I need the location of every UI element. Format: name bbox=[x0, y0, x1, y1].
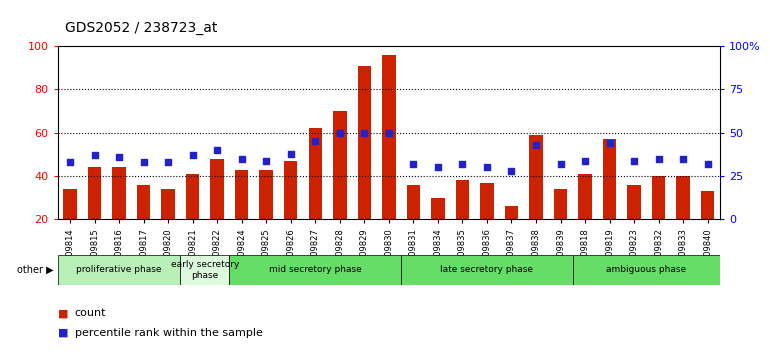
Bar bbox=[284, 161, 297, 219]
Bar bbox=[333, 111, 347, 219]
Text: GDS2052 / 238723_at: GDS2052 / 238723_at bbox=[65, 21, 218, 35]
Bar bbox=[162, 189, 175, 219]
Bar bbox=[456, 181, 469, 219]
Bar bbox=[229, 255, 401, 285]
Point bbox=[89, 153, 101, 158]
Point bbox=[554, 161, 567, 167]
Point bbox=[211, 147, 223, 153]
Point bbox=[236, 156, 248, 161]
Bar bbox=[137, 185, 150, 219]
Point bbox=[628, 158, 641, 163]
Bar bbox=[309, 129, 322, 219]
Text: late secretory phase: late secretory phase bbox=[440, 266, 534, 274]
Point bbox=[432, 165, 444, 170]
Text: count: count bbox=[75, 308, 106, 318]
Bar bbox=[554, 189, 567, 219]
Point bbox=[579, 158, 591, 163]
Bar bbox=[603, 139, 616, 219]
Bar bbox=[259, 170, 273, 219]
Point bbox=[505, 168, 517, 174]
Bar bbox=[628, 185, 641, 219]
Bar bbox=[63, 189, 77, 219]
Point bbox=[407, 161, 420, 167]
Text: other ▶: other ▶ bbox=[17, 265, 54, 275]
Point bbox=[309, 138, 321, 144]
Bar bbox=[505, 206, 518, 219]
Text: ambiguous phase: ambiguous phase bbox=[606, 266, 686, 274]
Bar bbox=[357, 65, 371, 219]
Point bbox=[383, 130, 395, 136]
Point bbox=[480, 165, 493, 170]
Point bbox=[64, 159, 76, 165]
Bar bbox=[652, 176, 665, 219]
Point bbox=[162, 159, 174, 165]
Text: ■: ■ bbox=[58, 308, 69, 318]
Text: ■: ■ bbox=[58, 328, 69, 338]
Bar bbox=[382, 55, 396, 219]
Point bbox=[604, 140, 616, 146]
Bar bbox=[407, 185, 420, 219]
Bar bbox=[180, 255, 229, 285]
Point bbox=[285, 151, 297, 156]
Bar bbox=[676, 176, 690, 219]
Point bbox=[457, 161, 469, 167]
Point bbox=[260, 158, 273, 163]
Bar bbox=[112, 167, 126, 219]
Point bbox=[113, 154, 126, 160]
Bar bbox=[401, 255, 573, 285]
Point bbox=[530, 142, 542, 148]
Point bbox=[652, 156, 665, 161]
Point bbox=[701, 161, 714, 167]
Bar bbox=[235, 170, 249, 219]
Bar bbox=[578, 174, 592, 219]
Bar bbox=[701, 191, 715, 219]
Bar bbox=[431, 198, 444, 219]
Bar bbox=[88, 167, 102, 219]
Point bbox=[677, 156, 689, 161]
Text: early secretory
phase: early secretory phase bbox=[171, 260, 239, 280]
Bar bbox=[480, 183, 494, 219]
Bar bbox=[58, 255, 180, 285]
Point bbox=[358, 130, 370, 136]
Text: percentile rank within the sample: percentile rank within the sample bbox=[75, 328, 263, 338]
Bar bbox=[573, 255, 720, 285]
Bar bbox=[210, 159, 224, 219]
Text: mid secretory phase: mid secretory phase bbox=[269, 266, 362, 274]
Point bbox=[186, 153, 199, 158]
Bar bbox=[529, 135, 543, 219]
Point bbox=[137, 159, 149, 165]
Point bbox=[333, 130, 346, 136]
Text: proliferative phase: proliferative phase bbox=[76, 266, 162, 274]
Bar bbox=[186, 174, 199, 219]
